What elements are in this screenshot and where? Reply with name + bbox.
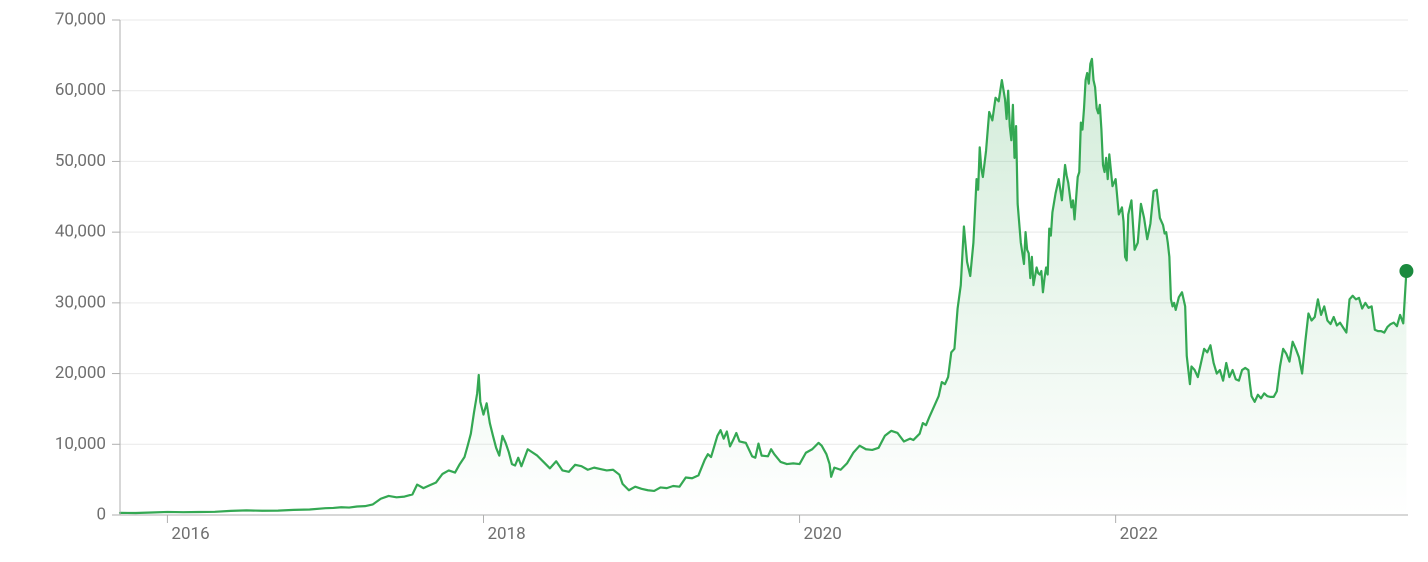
y-tick-label: 40,000 bbox=[55, 222, 106, 242]
x-tick-label: 2020 bbox=[804, 524, 842, 544]
last-point-marker bbox=[1399, 264, 1413, 278]
y-tick-label: 10,000 bbox=[55, 434, 106, 454]
y-tick-label: 20,000 bbox=[55, 363, 106, 383]
y-tick-label: 70,000 bbox=[55, 9, 106, 29]
y-tick-label: 30,000 bbox=[55, 292, 106, 312]
y-tick-label: 50,000 bbox=[55, 151, 106, 171]
price-chart: 0 10,000 20,000 30,000 40,000 50,000 60,000 70,… bbox=[0, 0, 1428, 562]
y-tick-label: 0 bbox=[96, 504, 106, 524]
x-tick-label: 2018 bbox=[487, 524, 525, 544]
x-tick-label: 2016 bbox=[171, 524, 209, 544]
chart-svg: 0 10,000 20,000 30,000 40,000 50,000 60,000 70,… bbox=[0, 0, 1428, 562]
y-tick-label: 60,000 bbox=[55, 80, 106, 100]
x-tick-label: 2022 bbox=[1120, 524, 1158, 544]
